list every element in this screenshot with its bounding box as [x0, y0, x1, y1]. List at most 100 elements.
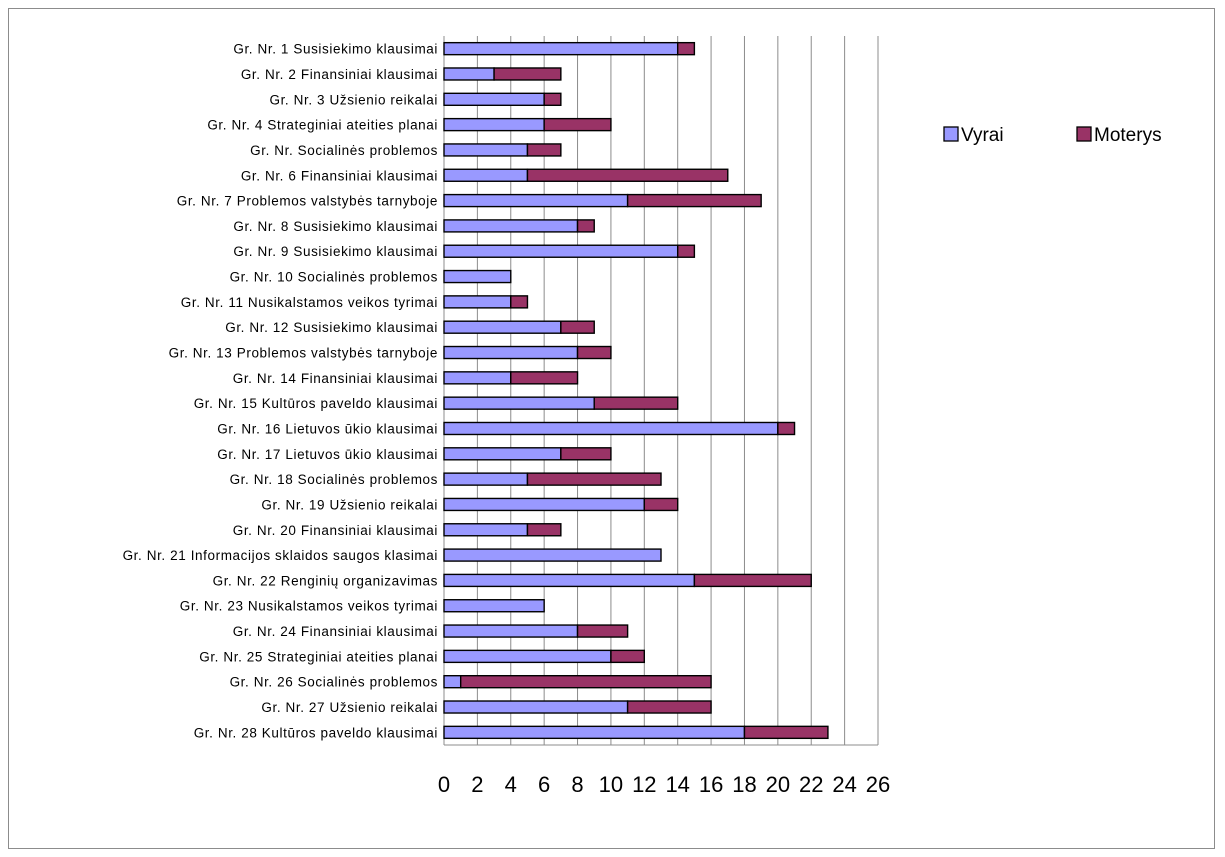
category-label-15: Gr. Nr. 15 Kultūros paveldo klausimai [194, 396, 438, 411]
bar-vyrai-22 [443, 573, 696, 588]
x-tick-4: 4 [505, 772, 517, 797]
bar-moterys-25 [610, 649, 646, 664]
bar-vyrai-23 [443, 599, 545, 613]
category-label-5: Gr. Nr. Socialinės problemos [250, 143, 438, 158]
category-label-6: Gr. Nr. 6 Finansiniai klausimai [241, 168, 438, 183]
category-label-21: Gr. Nr. 21 Informacijos sklaidos saugos … [123, 548, 438, 563]
x-tick-0: 0 [438, 772, 450, 797]
bar-vyrai-25 [443, 649, 612, 664]
bar-vyrai-20 [443, 523, 529, 537]
x-tick-10: 10 [599, 772, 623, 797]
bar-moterys-18 [526, 472, 662, 486]
bar-moterys-15 [593, 396, 679, 410]
category-label-13: Gr. Nr. 13 Problemos valstybės tarnyboje [169, 346, 438, 361]
bar-vyrai-21 [443, 548, 662, 562]
bar-vyrai-27 [443, 700, 629, 714]
bar-moterys-7 [626, 193, 762, 208]
x-tick-6: 6 [538, 772, 550, 797]
bar-vyrai-3 [443, 92, 545, 107]
x-tick-labels: 0 2 4 6 8 10 12 14 16 18 20 22 24 26 [438, 772, 890, 797]
legend-label-moterys: Moterys [1094, 125, 1162, 146]
x-tick-16: 16 [699, 772, 723, 797]
bar-moterys-28 [743, 725, 829, 740]
bar-vyrai-8 [443, 219, 579, 233]
bar-moterys-8 [576, 219, 595, 233]
bar-vyrai-7 [443, 193, 629, 208]
x-tick-8: 8 [571, 772, 583, 797]
bar-moterys-27 [626, 700, 712, 714]
gridlines [443, 36, 879, 746]
bar-moterys-3 [543, 92, 562, 107]
legend-swatch-vyrai [943, 126, 959, 142]
category-label-26: Gr. Nr. 26 Socialinės problemos [230, 675, 438, 690]
x-tick-20: 20 [766, 772, 790, 797]
bar-vyrai-14 [443, 371, 512, 385]
bar-moterys-20 [526, 523, 562, 537]
bar-moterys-14 [510, 371, 579, 385]
x-tick-2: 2 [471, 772, 483, 797]
category-label-10: Gr. Nr. 10 Socialinės problemos [230, 270, 438, 285]
category-label-28: Gr. Nr. 28 Kultūros paveldo klausimai [194, 725, 438, 740]
category-label-12: Gr. Nr. 12 Susisiekimo klausimai [225, 320, 438, 335]
category-label-16: Gr. Nr. 16 Lietuvos ūkio klausimai [217, 421, 438, 436]
category-label-4: Gr. Nr. 4 Strateginiai ateities planai [207, 118, 438, 133]
category-label-22: Gr. Nr. 22 Renginių organizavimas [213, 573, 438, 588]
category-label-17: Gr. Nr. 17 Lietuvos ūkio klausimai [217, 447, 438, 462]
bar-moterys-24 [576, 624, 629, 638]
category-label-23: Gr. Nr. 23 Nusikalstamos veikos tyrimai [180, 599, 438, 614]
legend: Vyrai Moterys [943, 125, 1162, 146]
bar-moterys-16 [777, 421, 796, 436]
category-label-14: Gr. Nr. 14 Finansiniai klausimai [233, 371, 438, 386]
bar-vyrai-24 [443, 624, 579, 638]
x-tick-26: 26 [866, 772, 890, 797]
bar-vyrai-17 [443, 447, 562, 461]
bar-vyrai-1 [443, 41, 679, 56]
bar-vyrai-10 [443, 269, 512, 284]
bar-vyrai-11 [443, 295, 512, 309]
legend-label-vyrai: Vyrai [961, 125, 1004, 146]
bar-moterys-4 [543, 117, 612, 132]
category-label-25: Gr. Nr. 25 Strateginiai ateities planai [199, 649, 438, 664]
bar-vyrai-28 [443, 725, 746, 740]
bar-vyrai-5 [443, 143, 529, 157]
bar-vyrai-4 [443, 117, 545, 132]
bar-vyrai-18 [443, 472, 529, 486]
bars [443, 41, 829, 740]
bar-moterys-5 [526, 143, 562, 157]
bar-moterys-12 [560, 320, 595, 334]
bar-vyrai-9 [443, 244, 679, 258]
x-tick-18: 18 [732, 772, 756, 797]
bar-moterys-9 [676, 244, 696, 258]
bar-vyrai-16 [443, 421, 779, 436]
x-tick-24: 24 [832, 772, 856, 797]
bar-vyrai-12 [443, 320, 562, 334]
bar-vyrai-19 [443, 497, 646, 512]
category-label-9: Gr. Nr. 9 Susisiekimo klausimai [233, 244, 438, 259]
bar-moterys-13 [576, 345, 612, 360]
category-label-19: Gr. Nr. 19 Užsienio reikalai [261, 497, 438, 512]
bar-moterys-1 [676, 41, 696, 56]
category-label-3: Gr. Nr. 3 Užsienio reikalai [269, 92, 438, 107]
bar-moterys-6 [526, 168, 729, 182]
category-label-27: Gr. Nr. 27 Užsienio reikalai [261, 700, 438, 715]
category-label-24: Gr. Nr. 24 Finansiniai klausimai [233, 624, 438, 639]
bar-vyrai-13 [443, 345, 579, 360]
bar-moterys-26 [459, 674, 712, 689]
category-label-18: Gr. Nr. 18 Socialinės problemos [230, 472, 438, 487]
category-label-8: Gr. Nr. 8 Susisiekimo klausimai [233, 219, 438, 234]
category-label-1: Gr. Nr. 1 Susisiekimo klausimai [233, 42, 438, 57]
category-label-7: Gr. Nr. 7 Problemos valstybės tarnyboje [177, 194, 438, 209]
bar-vyrai-15 [443, 396, 595, 410]
bar-moterys-22 [693, 573, 812, 588]
category-label-2: Gr. Nr. 2 Finansiniai klausimai [241, 67, 438, 82]
bar-vyrai-2 [443, 67, 495, 81]
bar-moterys-11 [510, 295, 529, 309]
category-labels: Gr. Nr. 1 Susisiekimo klausimai Gr. Nr. 2… [123, 42, 438, 741]
category-label-11: Gr. Nr. 11 Nusikalstamos veikos tyrimai [181, 295, 438, 310]
bar-moterys-2 [493, 67, 562, 81]
legend-swatch-moterys [1076, 126, 1092, 142]
bar-vyrai-26 [443, 674, 462, 689]
x-tick-12: 12 [632, 772, 656, 797]
bar-vyrai-6 [443, 168, 529, 182]
